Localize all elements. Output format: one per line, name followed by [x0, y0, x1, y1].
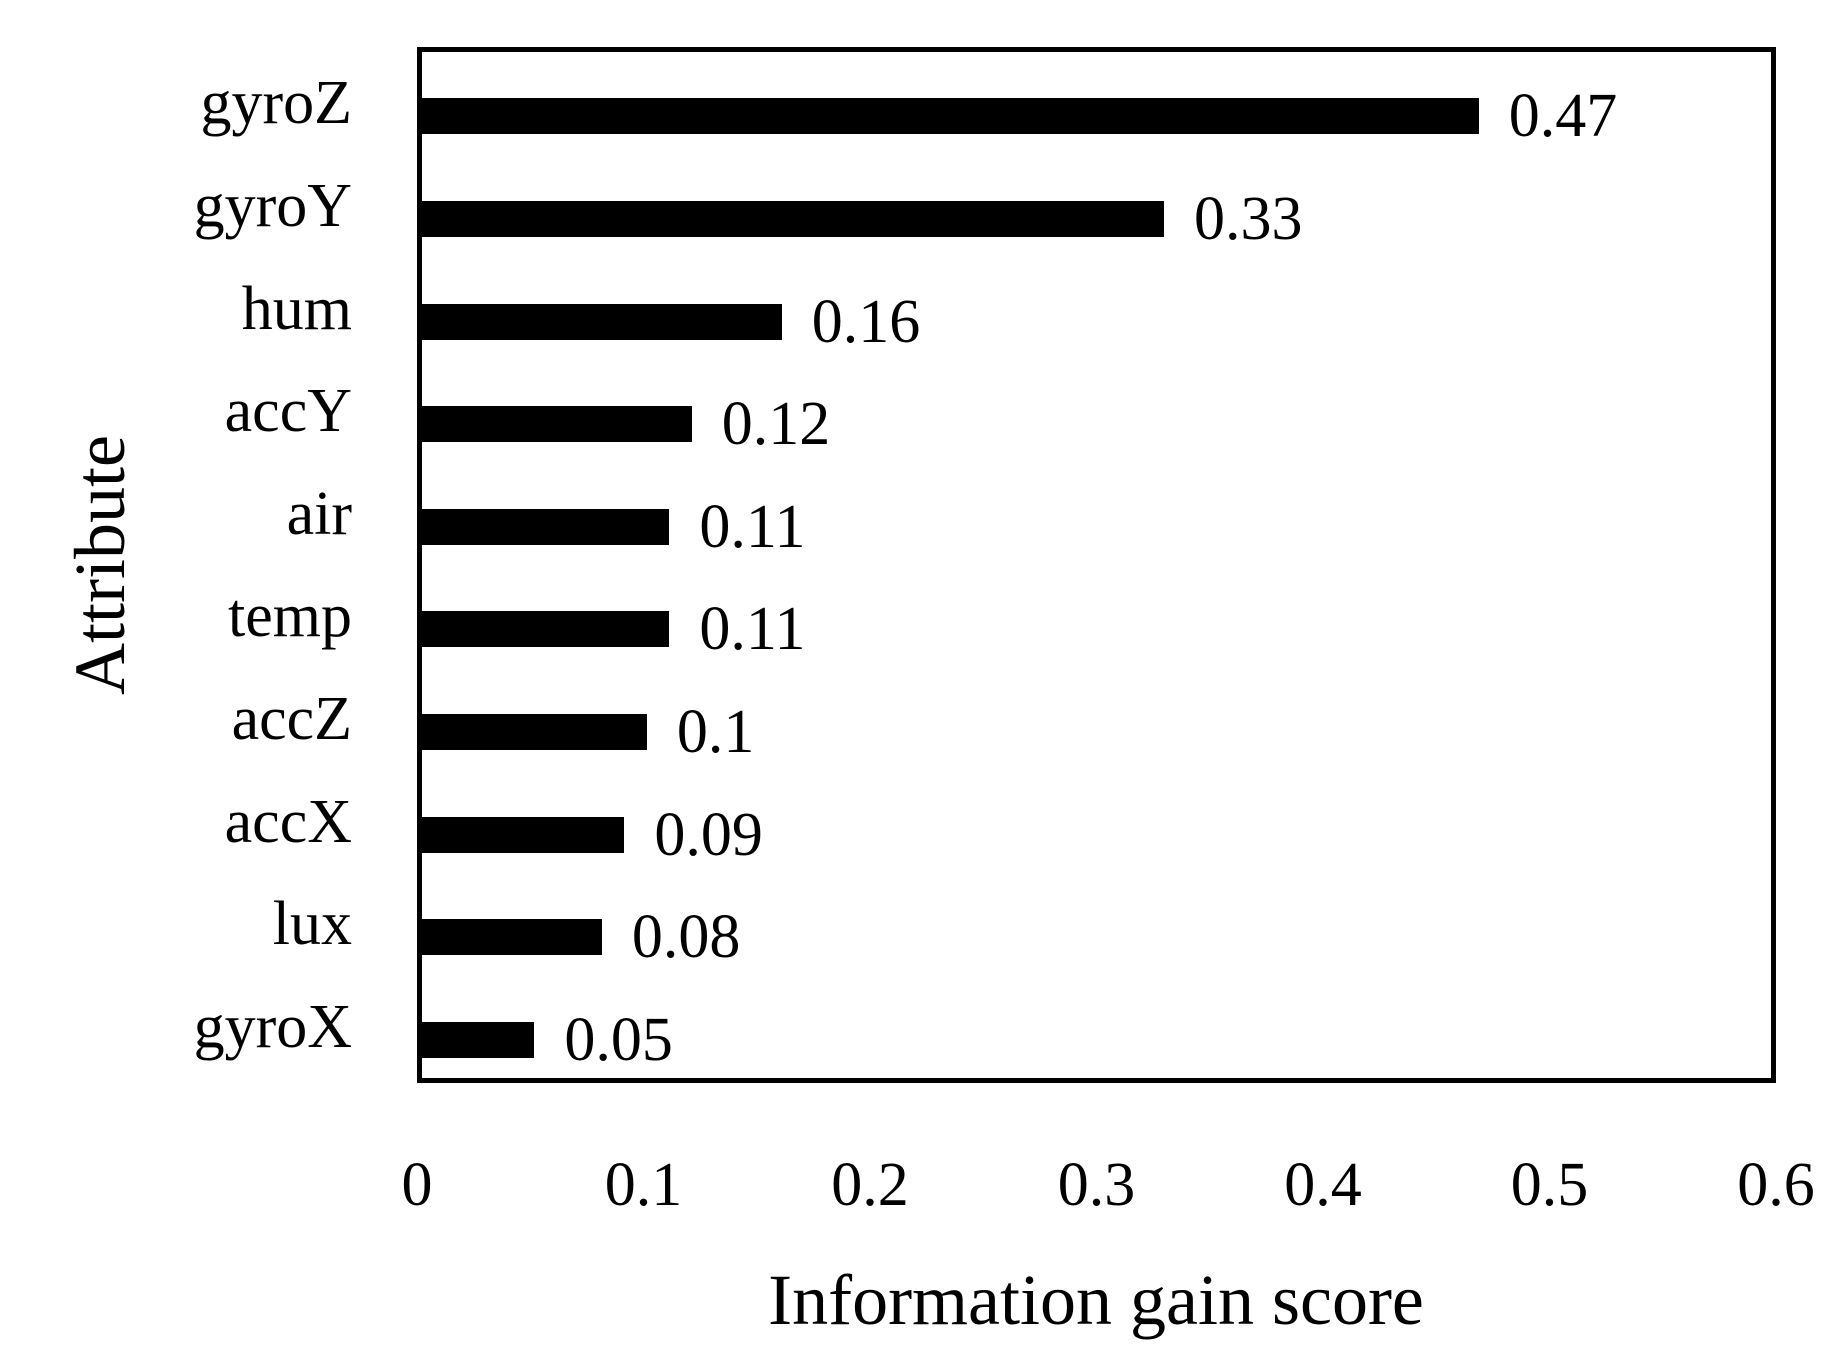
bar-value-label-hum: 0.16 — [811, 287, 921, 356]
bar-value-label-gyroX: 0.05 — [564, 1005, 673, 1074]
bar-value-label-temp: 0.11 — [699, 595, 806, 664]
x-tick-label-0.1: 0.1 — [604, 1151, 683, 1219]
x-tick-label-0.6: 0.6 — [1737, 1151, 1815, 1219]
bar-row-air: 0.11 — [422, 496, 1771, 558]
bar-accX — [422, 816, 625, 853]
x-tick-label-0.3: 0.3 — [1057, 1151, 1136, 1219]
x-tick-label-0.5: 0.5 — [1510, 1151, 1589, 1219]
category-label-lux: lux — [272, 890, 352, 959]
bar-value-label-accX: 0.09 — [654, 800, 763, 869]
category-label-gyroY: gyroY — [193, 171, 352, 240]
x-tick-label-0.2: 0.2 — [831, 1151, 909, 1219]
bar-value-label-air: 0.11 — [699, 492, 806, 561]
bar-row-gyroX: 0.05 — [422, 1009, 1771, 1071]
x-tick-label-0.4: 0.4 — [1284, 1151, 1362, 1219]
bar-row-accX: 0.09 — [422, 804, 1771, 866]
x-axis-title: Information gain score — [768, 1260, 1424, 1340]
y-axis-category-labels: gyroZ gyroY hum accY air temp accZ accX lux gyroX — [0, 47, 352, 1083]
bar-gyroZ — [422, 98, 1479, 135]
bar-row-gyroZ: 0.47 — [422, 85, 1771, 147]
bar-lux — [422, 919, 602, 956]
bar-value-label-gyroZ: 0.47 — [1508, 82, 1618, 151]
bar-value-label-accY: 0.12 — [721, 390, 831, 459]
category-label-hum: hum — [241, 274, 352, 343]
bar-gyroX — [422, 1021, 535, 1058]
x-tick-label-0: 0 — [401, 1151, 433, 1219]
bar-accZ — [422, 713, 647, 750]
category-label-gyroZ: gyroZ — [200, 69, 352, 138]
bar-row-accZ: 0.1 — [422, 701, 1771, 763]
category-label-accZ: accZ — [231, 684, 352, 753]
category-label-accY: accY — [224, 377, 352, 446]
category-label-gyroX: gyroX — [193, 992, 352, 1061]
bar-accY — [422, 406, 692, 443]
category-label-air: air — [286, 479, 352, 548]
bar-row-hum: 0.16 — [422, 291, 1771, 353]
bar-air — [422, 508, 670, 545]
bar-temp — [422, 611, 670, 648]
bar-value-label-lux: 0.08 — [631, 903, 741, 972]
plot-area: 0.47 0.33 0.16 0.12 0.11 0.11 0.1 0.09 0.08 0.05 — [417, 47, 1776, 1083]
bar-value-label-gyroY: 0.33 — [1193, 184, 1303, 253]
bar-row-accY: 0.12 — [422, 393, 1771, 455]
bar-gyroY — [422, 200, 1164, 237]
category-label-temp: temp — [228, 582, 352, 651]
bar-row-gyroY: 0.33 — [422, 188, 1771, 250]
category-label-accX: accX — [224, 787, 352, 856]
bar-row-temp: 0.11 — [422, 598, 1771, 660]
bar-hum — [422, 303, 782, 340]
bar-value-label-accZ: 0.1 — [676, 697, 755, 766]
bar-row-lux: 0.08 — [422, 906, 1771, 968]
